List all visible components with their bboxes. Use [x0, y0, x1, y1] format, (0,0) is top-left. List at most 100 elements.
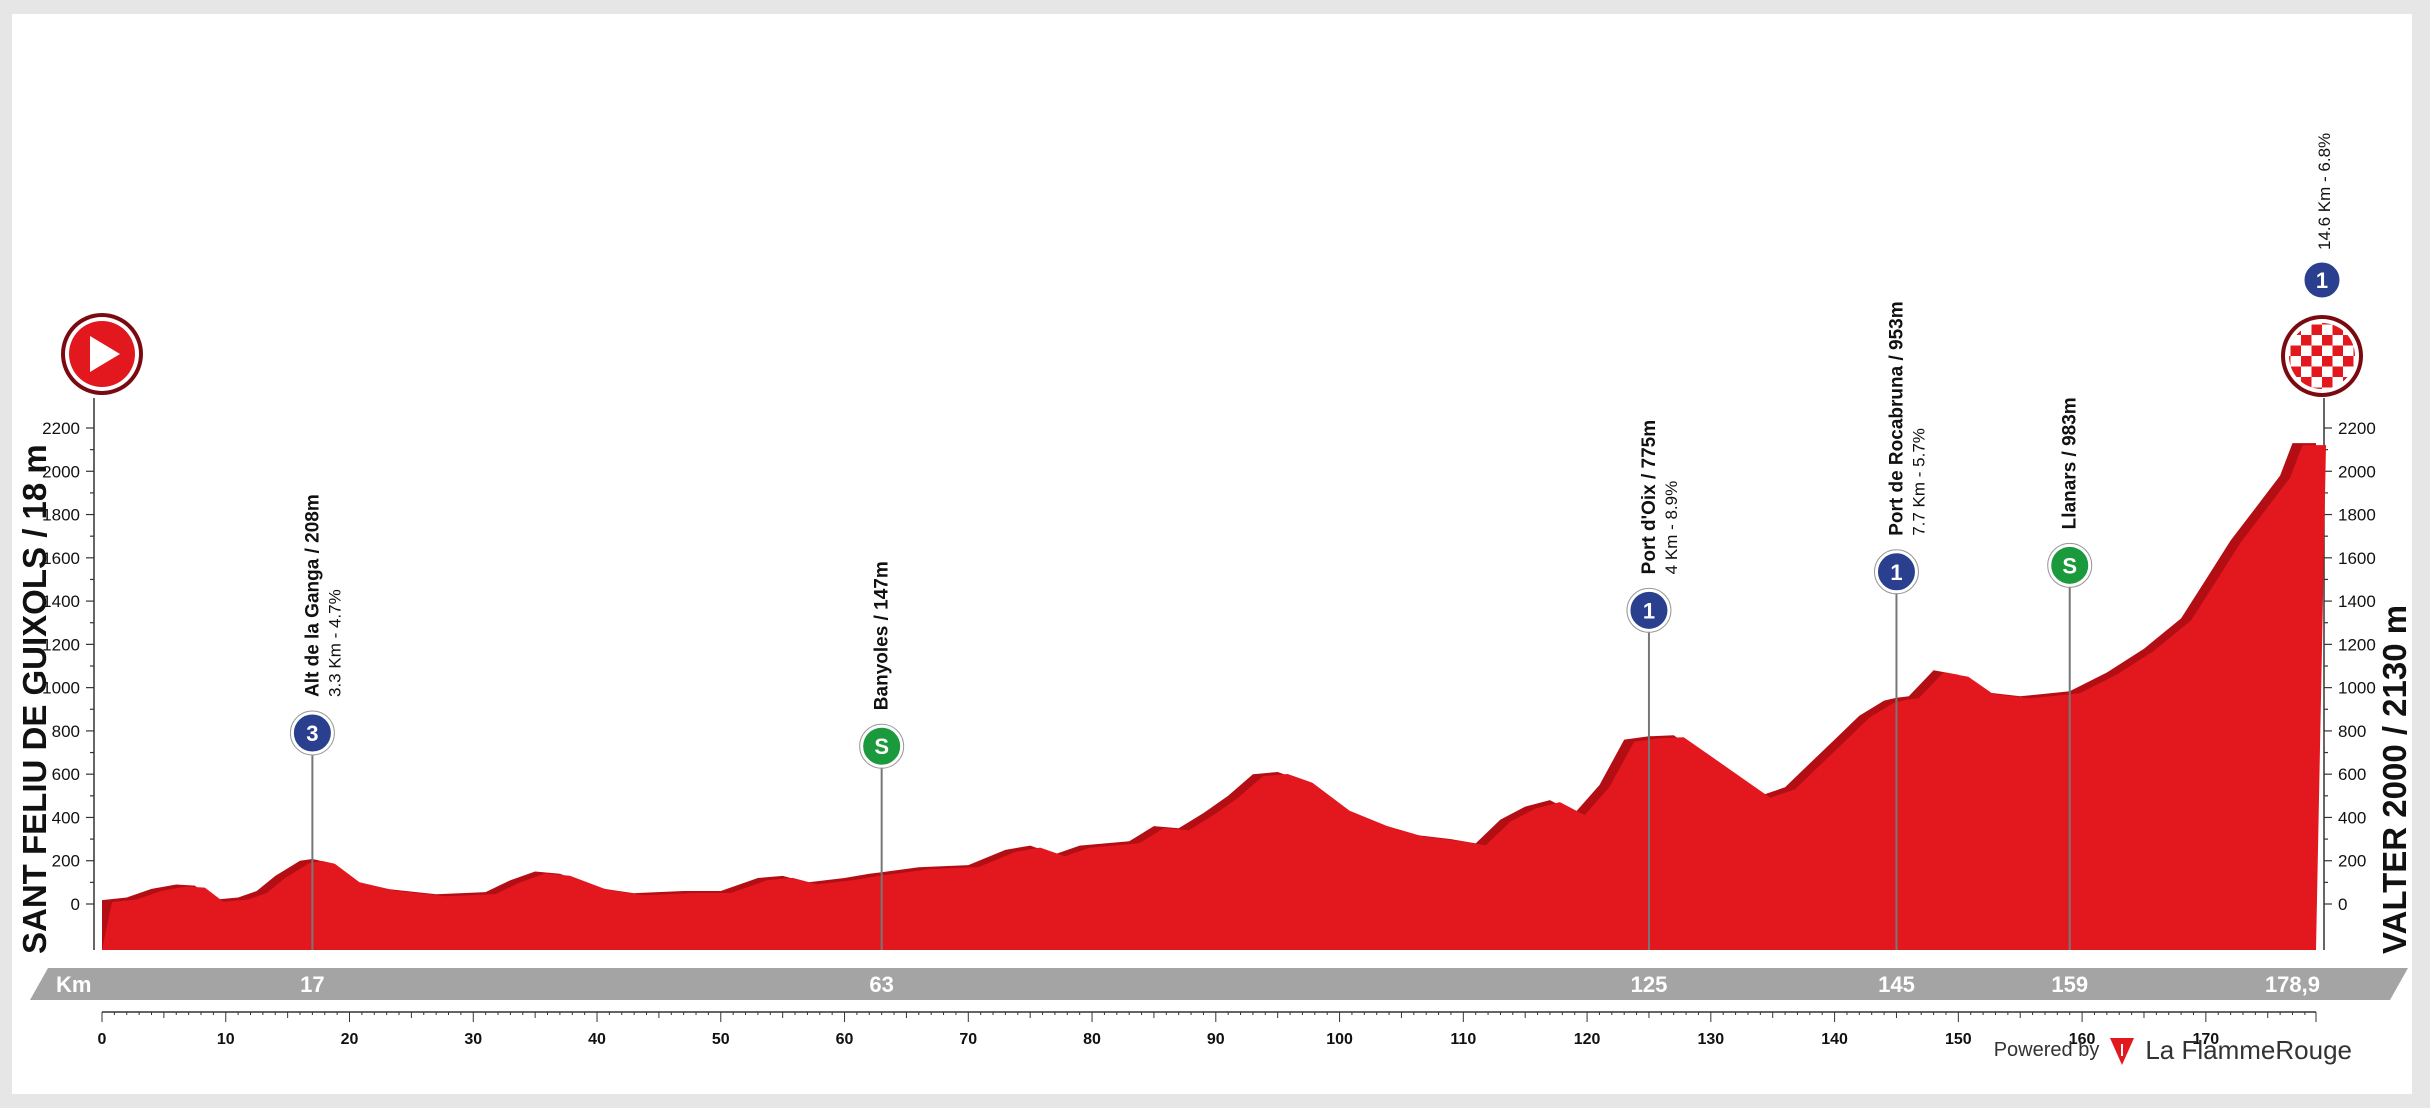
checker-cell: [2311, 387, 2322, 389]
checker-cell: [2343, 335, 2354, 346]
brand-name: La FlammeRouge: [2145, 1035, 2352, 1065]
y-tick-label: 1000: [2338, 679, 2376, 698]
marker-sprint: S Llanars / 983m: [2047, 397, 2093, 950]
marker-badge-label: S: [874, 734, 889, 759]
badge-ring: [289, 710, 335, 756]
checker-cell: [2332, 356, 2343, 367]
checker-cell: [2332, 345, 2343, 356]
flamme-rouge-logo-icon: [2110, 1037, 2135, 1065]
marker-title: Port de Rocabruna / 953m: [1886, 301, 1907, 535]
checker-cell: [2332, 366, 2343, 377]
elevation-profile: [102, 445, 2326, 950]
checker-cell: [2301, 356, 2312, 367]
checker-cell: [2322, 356, 2333, 367]
km-bar-marker: 145: [1878, 972, 1915, 997]
y-tick-label: 0: [71, 895, 80, 914]
km-bar-marker: 17: [300, 972, 324, 997]
marker-title: Port d'Oix / 775m: [1639, 420, 1660, 574]
stage-profile-chart: 0200400600800100012001400160018002000220…: [16, 133, 2412, 1048]
badge-ring: [1873, 549, 1919, 595]
marker-badge-label: S: [2062, 553, 2077, 578]
checker-cell: [2343, 366, 2354, 377]
marker-sprint: S Banyoles / 147m: [859, 561, 905, 950]
y-tick-label: 200: [2338, 852, 2366, 871]
x-tick-label: 120: [1574, 1031, 1601, 1048]
checker-cell: [2311, 345, 2322, 356]
y-tick-label: 2000: [2338, 462, 2376, 481]
checker-cell: [2353, 387, 2355, 389]
y-tick-label: 400: [52, 808, 80, 827]
x-tick-label: 80: [1083, 1031, 1101, 1048]
y-tick-label: 600: [52, 765, 80, 784]
x-tick-label: 0: [98, 1031, 107, 1048]
checker-cell: [2322, 324, 2333, 335]
x-tick-label: 90: [1207, 1031, 1225, 1048]
checker-cell: [2332, 377, 2343, 388]
marker-badge-label: 3: [306, 721, 318, 746]
x-tick-label: 50: [712, 1031, 730, 1048]
y-tick-label: 400: [2338, 808, 2366, 827]
km-bar-marker: 63: [869, 972, 893, 997]
checker-cell: [2301, 345, 2312, 356]
checker-cell: [2332, 335, 2343, 346]
km-bar-marker: 159: [2051, 972, 2088, 997]
y-tick-label: 800: [52, 722, 80, 741]
y-tick-label: 1800: [42, 506, 80, 525]
checker-cell: [2290, 366, 2301, 377]
checker-cell: [2322, 387, 2333, 389]
marker-climb: 1 Port d'Oix / 775m 4 Km - 8.9%: [1626, 420, 1681, 950]
x-tick-label: 170: [2193, 1031, 2220, 1048]
checker-cell: [2322, 366, 2333, 377]
climb-icon: [290, 711, 334, 755]
x-tick-label: 150: [1945, 1031, 1972, 1048]
checker-cell: [2301, 377, 2312, 388]
checker-cell: [2290, 335, 2301, 346]
sprint-icon: [2048, 543, 2092, 587]
marker-climb: 3 Alt de la Ganga / 208m 3.3 Km - 4.7%: [289, 494, 344, 950]
x-tick-label: 30: [464, 1031, 482, 1048]
climb-icon: [1874, 550, 1918, 594]
marker-title: Alt de la Ganga / 208m: [302, 494, 323, 697]
y-tick-label: 2200: [2338, 419, 2376, 438]
checker-cell: [2289, 356, 2291, 367]
checker-cell: [2343, 345, 2354, 356]
finish-climb-label: 14.6 Km - 6.8%: [2315, 133, 2334, 250]
x-tick-label: 10: [217, 1031, 235, 1048]
markers: 3 Alt de la Ganga / 208m 3.3 Km - 4.7% S Ban…: [289, 301, 2093, 950]
km-bar-shape: [30, 968, 2408, 1000]
marker-climb: 1 Port de Rocabruna / 953m 7.7 Km - 5.7%: [1873, 301, 1928, 950]
marker-badge-label: 1: [1890, 560, 1902, 585]
profile-area: [102, 443, 2326, 950]
checker-cell: [2290, 356, 2301, 367]
climb-icon: [1627, 588, 1671, 632]
checker-cell: [2343, 356, 2354, 367]
y-tick-label: 1400: [2338, 592, 2376, 611]
km-bar: Km 17 63 125 145 159 178,9: [30, 968, 2408, 1000]
finish-label: VALTER 2000 / 2130 m: [2376, 605, 2412, 954]
km-bar-label: Km: [56, 972, 91, 997]
checker-cell: [2322, 323, 2333, 325]
x-tick-label: 40: [588, 1031, 606, 1048]
checker-cell: [2322, 335, 2333, 346]
marker-badge-label: 1: [1643, 598, 1655, 623]
checker-cell: [2311, 323, 2322, 325]
y-tick-label: 1200: [42, 635, 80, 654]
x-axis: 0 10 20 30 40 50 60 70 80 90 100 110 120 130 140 150 160…: [98, 1011, 2317, 1048]
x-tick-label: 70: [959, 1031, 977, 1048]
checker-cell: [2311, 324, 2322, 335]
x-tick-label: 20: [341, 1031, 359, 1048]
x-tick-label: 130: [1697, 1031, 1724, 1048]
marker-title: Banyoles / 147m: [872, 561, 893, 710]
powered-by-text: Powered by: [1993, 1039, 2100, 1061]
y-tick-label: 1800: [2338, 506, 2376, 525]
checker-cell: [2353, 345, 2355, 356]
finish-climb-badge-label: 1: [2316, 268, 2328, 293]
y-tick-label: 200: [52, 852, 80, 871]
axes: 0200400600800100012001400160018002000220…: [42, 398, 2376, 950]
y-tick-label: 2000: [42, 462, 80, 481]
checker-cell: [2311, 366, 2322, 377]
y-tick-label: 1000: [42, 679, 80, 698]
profile-card: 0 200 400 600 800 1000 1200 1400 1600 1800 2000 220…: [12, 14, 2412, 1094]
x-tick-label: 110: [1450, 1031, 1476, 1048]
checker-cell: [2289, 345, 2291, 356]
